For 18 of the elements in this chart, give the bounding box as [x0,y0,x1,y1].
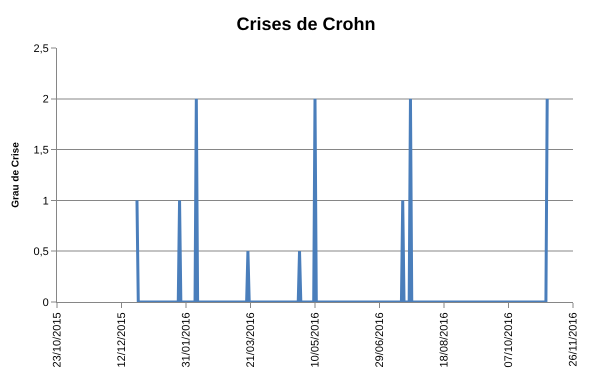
line-series [135,97,549,302]
x-tick-label: 18/08/2016 [438,312,451,368]
x-tick-label: 29/06/2016 [374,312,386,368]
x-tick-label: 07/10/2016 [503,312,516,368]
y-tick-label: 1,5 [34,144,49,156]
x-tick-label: 31/01/2016 [180,312,193,368]
x-tick-label: 26/11/2016 [568,312,580,367]
y-tick-label: 1 [42,195,49,208]
y-axis-title: Grau de Crise [10,142,22,208]
x-tick-label: 21/03/2016 [245,312,258,368]
y-tick-label: 0,5 [34,246,49,258]
x-tick-label: 23/10/2015 [52,312,64,368]
x-tick-label: 10/05/2016 [310,312,322,368]
y-tick-label: 0 [42,296,49,309]
y-tick-label: 2 [42,94,49,106]
chart-title: Crises de Crohn [236,14,376,34]
x-tick-label: 12/12/2015 [116,312,128,368]
y-tick-label: 2,5 [34,42,49,55]
